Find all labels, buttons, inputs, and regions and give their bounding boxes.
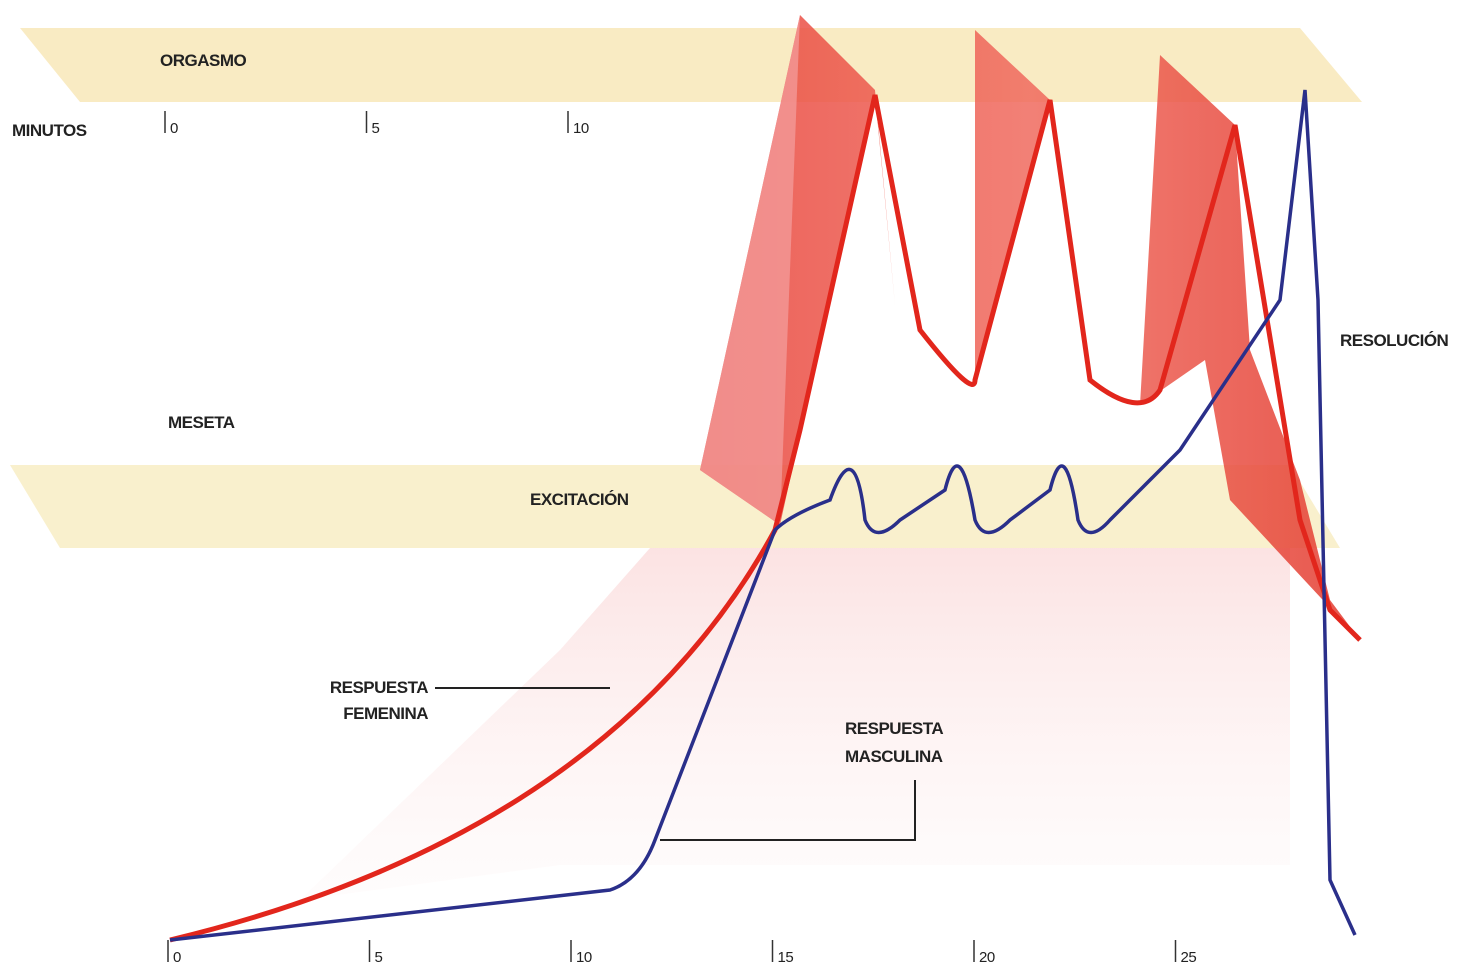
female-curve: [169, 94, 1362, 943]
tick-label: 10: [573, 120, 589, 137]
tick-label: 5: [372, 120, 380, 137]
female-label: FEMENINA: [343, 704, 428, 723]
tick-label: 25: [1181, 949, 1197, 966]
male-leader: [660, 780, 916, 841]
ribbon-shade: [700, 15, 800, 525]
tick-label: 0: [173, 949, 181, 966]
female-ribbon: [700, 15, 1360, 640]
male-label: MASCULINA: [845, 747, 943, 766]
top-axis: 0 5 10: [164, 111, 589, 137]
female-label: RESPUESTA: [330, 678, 428, 697]
excitement-band: [10, 465, 1340, 548]
bottom-axis: 0 5 10 15 20 25: [167, 940, 1197, 966]
orgasm-label: ORGASMO: [160, 51, 247, 70]
tick-label: 0: [170, 120, 178, 137]
tick-label: 20: [979, 949, 995, 966]
tick-label: 10: [576, 949, 592, 966]
minutes-label: MINUTOS: [12, 121, 87, 140]
tick-label: 15: [778, 949, 794, 966]
resolution-label: RESOLUCIÓN: [1340, 331, 1449, 350]
plateau-label: MESETA: [168, 413, 235, 432]
tick-label: 5: [375, 949, 383, 966]
male-curve: [169, 89, 1357, 942]
male-label: RESPUESTA: [845, 719, 943, 738]
excitement-label: EXCITACIÓN: [530, 490, 629, 509]
plateau-area: [300, 548, 1290, 900]
